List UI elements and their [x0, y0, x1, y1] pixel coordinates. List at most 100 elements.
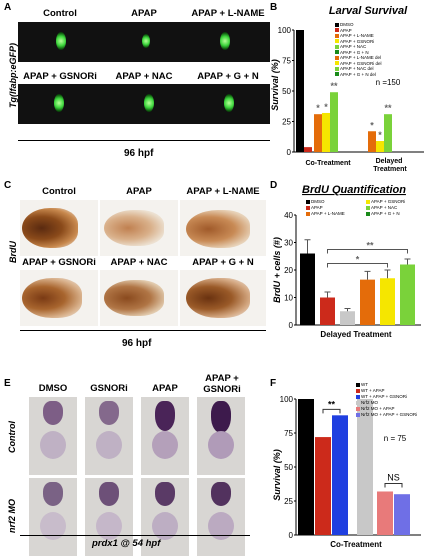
legend-item: Nrf2 MO + APAP	[356, 406, 424, 412]
legend-label: APAP + L-NAME	[340, 33, 374, 38]
panel-a-label-0: Control	[43, 8, 77, 19]
chart-d-bar	[360, 279, 375, 325]
panel-a-ylabel: Tg(lfabp:eGFP)	[8, 43, 18, 108]
chart-b-legend: DMSO APAP APAP + L-NAME APAP + GSNORi APAP +…	[335, 22, 425, 77]
y-tick-label: 20	[284, 266, 293, 275]
legend-swatch	[335, 22, 339, 27]
chart-d-legend: DMSO APAP APAP + L-NAME APAP + GSNORi APAP +…	[306, 199, 424, 217]
legend-item: DMSO	[335, 22, 425, 28]
chart-b-sig: **	[330, 81, 338, 91]
legend-swatch	[335, 55, 339, 60]
legend-label: DMSO	[311, 199, 325, 204]
chart-f-bar	[315, 437, 331, 535]
panel-c-label-0: Control	[42, 186, 76, 197]
ish-image-control-dmso	[29, 397, 77, 475]
y-tick-label: 50	[284, 463, 293, 472]
y-tick-label: 0	[289, 531, 294, 540]
panel-a-footer: 96 hpf	[124, 148, 154, 159]
legend-item: APAP + L-NAME	[335, 33, 425, 39]
chart-b-bar	[296, 30, 304, 152]
legend-label: DMSO	[340, 22, 354, 27]
legend-swatch	[356, 394, 360, 399]
legend-label: APAP + GSNORi del	[340, 60, 382, 66]
legend-item: APAP + GSNORi	[366, 199, 424, 205]
chart-b-sig: **	[384, 103, 392, 113]
legend-swatch	[366, 211, 370, 216]
chart-b-group-delayed: Delayed Treatment	[373, 158, 407, 173]
eGFP-image-apap-gsnori	[18, 84, 102, 124]
panel-c-rule	[20, 330, 266, 331]
legend-item: APAP + GSNORi	[335, 39, 425, 45]
y-tick-label: 0	[289, 321, 294, 330]
legend-item: DMSO	[306, 199, 364, 205]
y-tick-label: 25	[284, 497, 293, 506]
legend-label: Nrf2 MO + APAP + GSNORi	[361, 412, 418, 417]
panel-e-footer: prdx1 @ 54 hpf	[92, 538, 161, 549]
legend-swatch	[366, 199, 370, 204]
panel-letter-c: C	[4, 180, 12, 191]
chart-b-group-delayed-line1: Delayed	[376, 158, 403, 165]
panel-letter-a: A	[4, 2, 12, 13]
panel-e-row-1: nrf2 MO	[7, 498, 17, 533]
chart-d-bar	[400, 264, 415, 325]
y-tick-label: 100	[280, 395, 294, 404]
legend-swatch	[335, 28, 339, 33]
chart-d-sig-bracket-1	[327, 263, 388, 268]
legend-item: APAP + L-NAME del	[335, 55, 425, 61]
legend-swatch	[356, 412, 360, 417]
panel-a-label-4: APAP + NAC	[115, 71, 173, 82]
legend-swatch	[335, 66, 339, 71]
panel-letter-f: F	[270, 378, 277, 389]
legend-label: APAP + NAC	[340, 44, 367, 49]
legend-swatch	[356, 382, 360, 387]
legend-item: WT + APAP + GSNORi	[356, 394, 424, 400]
y-tick-label: 40	[284, 211, 293, 220]
legend-item: APAP	[335, 28, 425, 34]
chart-d-bar	[340, 311, 355, 325]
panel-letter-e: E	[4, 378, 11, 389]
y-tick-label: 100	[278, 26, 292, 35]
legend-swatch	[335, 72, 339, 77]
legend-item: APAP + GSNORi del	[335, 61, 425, 67]
legend-label: Nrf2 MO	[361, 400, 379, 405]
panel-c-label-2: APAP + L-NAME	[186, 186, 260, 197]
legend-swatch	[356, 388, 360, 393]
legend-item: WT	[356, 382, 424, 388]
ish-image-control-gsnori	[85, 397, 133, 475]
brdu-image-apap-gsnori	[20, 270, 98, 326]
legend-label: APAP + G + N	[340, 49, 369, 55]
legend-swatch	[335, 44, 339, 49]
legend-item: APAP + G + N	[335, 50, 425, 56]
chart-d-xlabel: Delayed Treatment	[320, 330, 391, 339]
panel-c-label-1: APAP	[126, 186, 152, 197]
chart-d-sig-2: **	[366, 241, 374, 251]
panel-c-label-5: APAP + G + N	[192, 257, 254, 268]
ish-image-control-apap-gsnori	[197, 397, 245, 475]
legend-item: APAP + L-NAME	[306, 211, 364, 217]
legend-swatch	[335, 61, 339, 66]
chart-f-xlabel: Co-Treatment	[330, 540, 382, 549]
panel-e-row-0: Control	[7, 421, 17, 453]
legend-item: APAP + G + N	[366, 211, 424, 217]
chart-f-significance: ** NS	[322, 399, 403, 488]
legend-swatch	[306, 211, 310, 216]
chart-f-sig-1: **	[328, 399, 336, 409]
legend-item: APAP	[306, 205, 364, 211]
panel-e-col-2: APAP	[152, 383, 178, 394]
chart-f: Survival (%) 0 25 50 75 100 ** NS n = 75 Co-T…	[272, 395, 421, 549]
panel-e-rule	[20, 535, 250, 536]
chart-b-bar	[384, 114, 392, 152]
chart-b-sig: *	[370, 120, 374, 130]
legend-swatch	[356, 400, 360, 405]
chart-b-group-delayed-line2: Treatment	[373, 166, 407, 173]
chart-d-sig-bracket-2	[327, 249, 408, 254]
y-tick-label: 75	[282, 57, 291, 66]
brdu-image-apap-lname	[180, 200, 266, 256]
panel-c-label-4: APAP + NAC	[110, 257, 168, 268]
legend-label: APAP + G + N	[371, 211, 400, 216]
eGFP-image-apap-gn	[186, 84, 270, 124]
legend-swatch	[306, 199, 310, 204]
panel-e-col-1: GSNORi	[90, 383, 128, 394]
eGFP-image-apap	[102, 22, 186, 62]
eGFP-image-apap-lname	[186, 22, 270, 62]
